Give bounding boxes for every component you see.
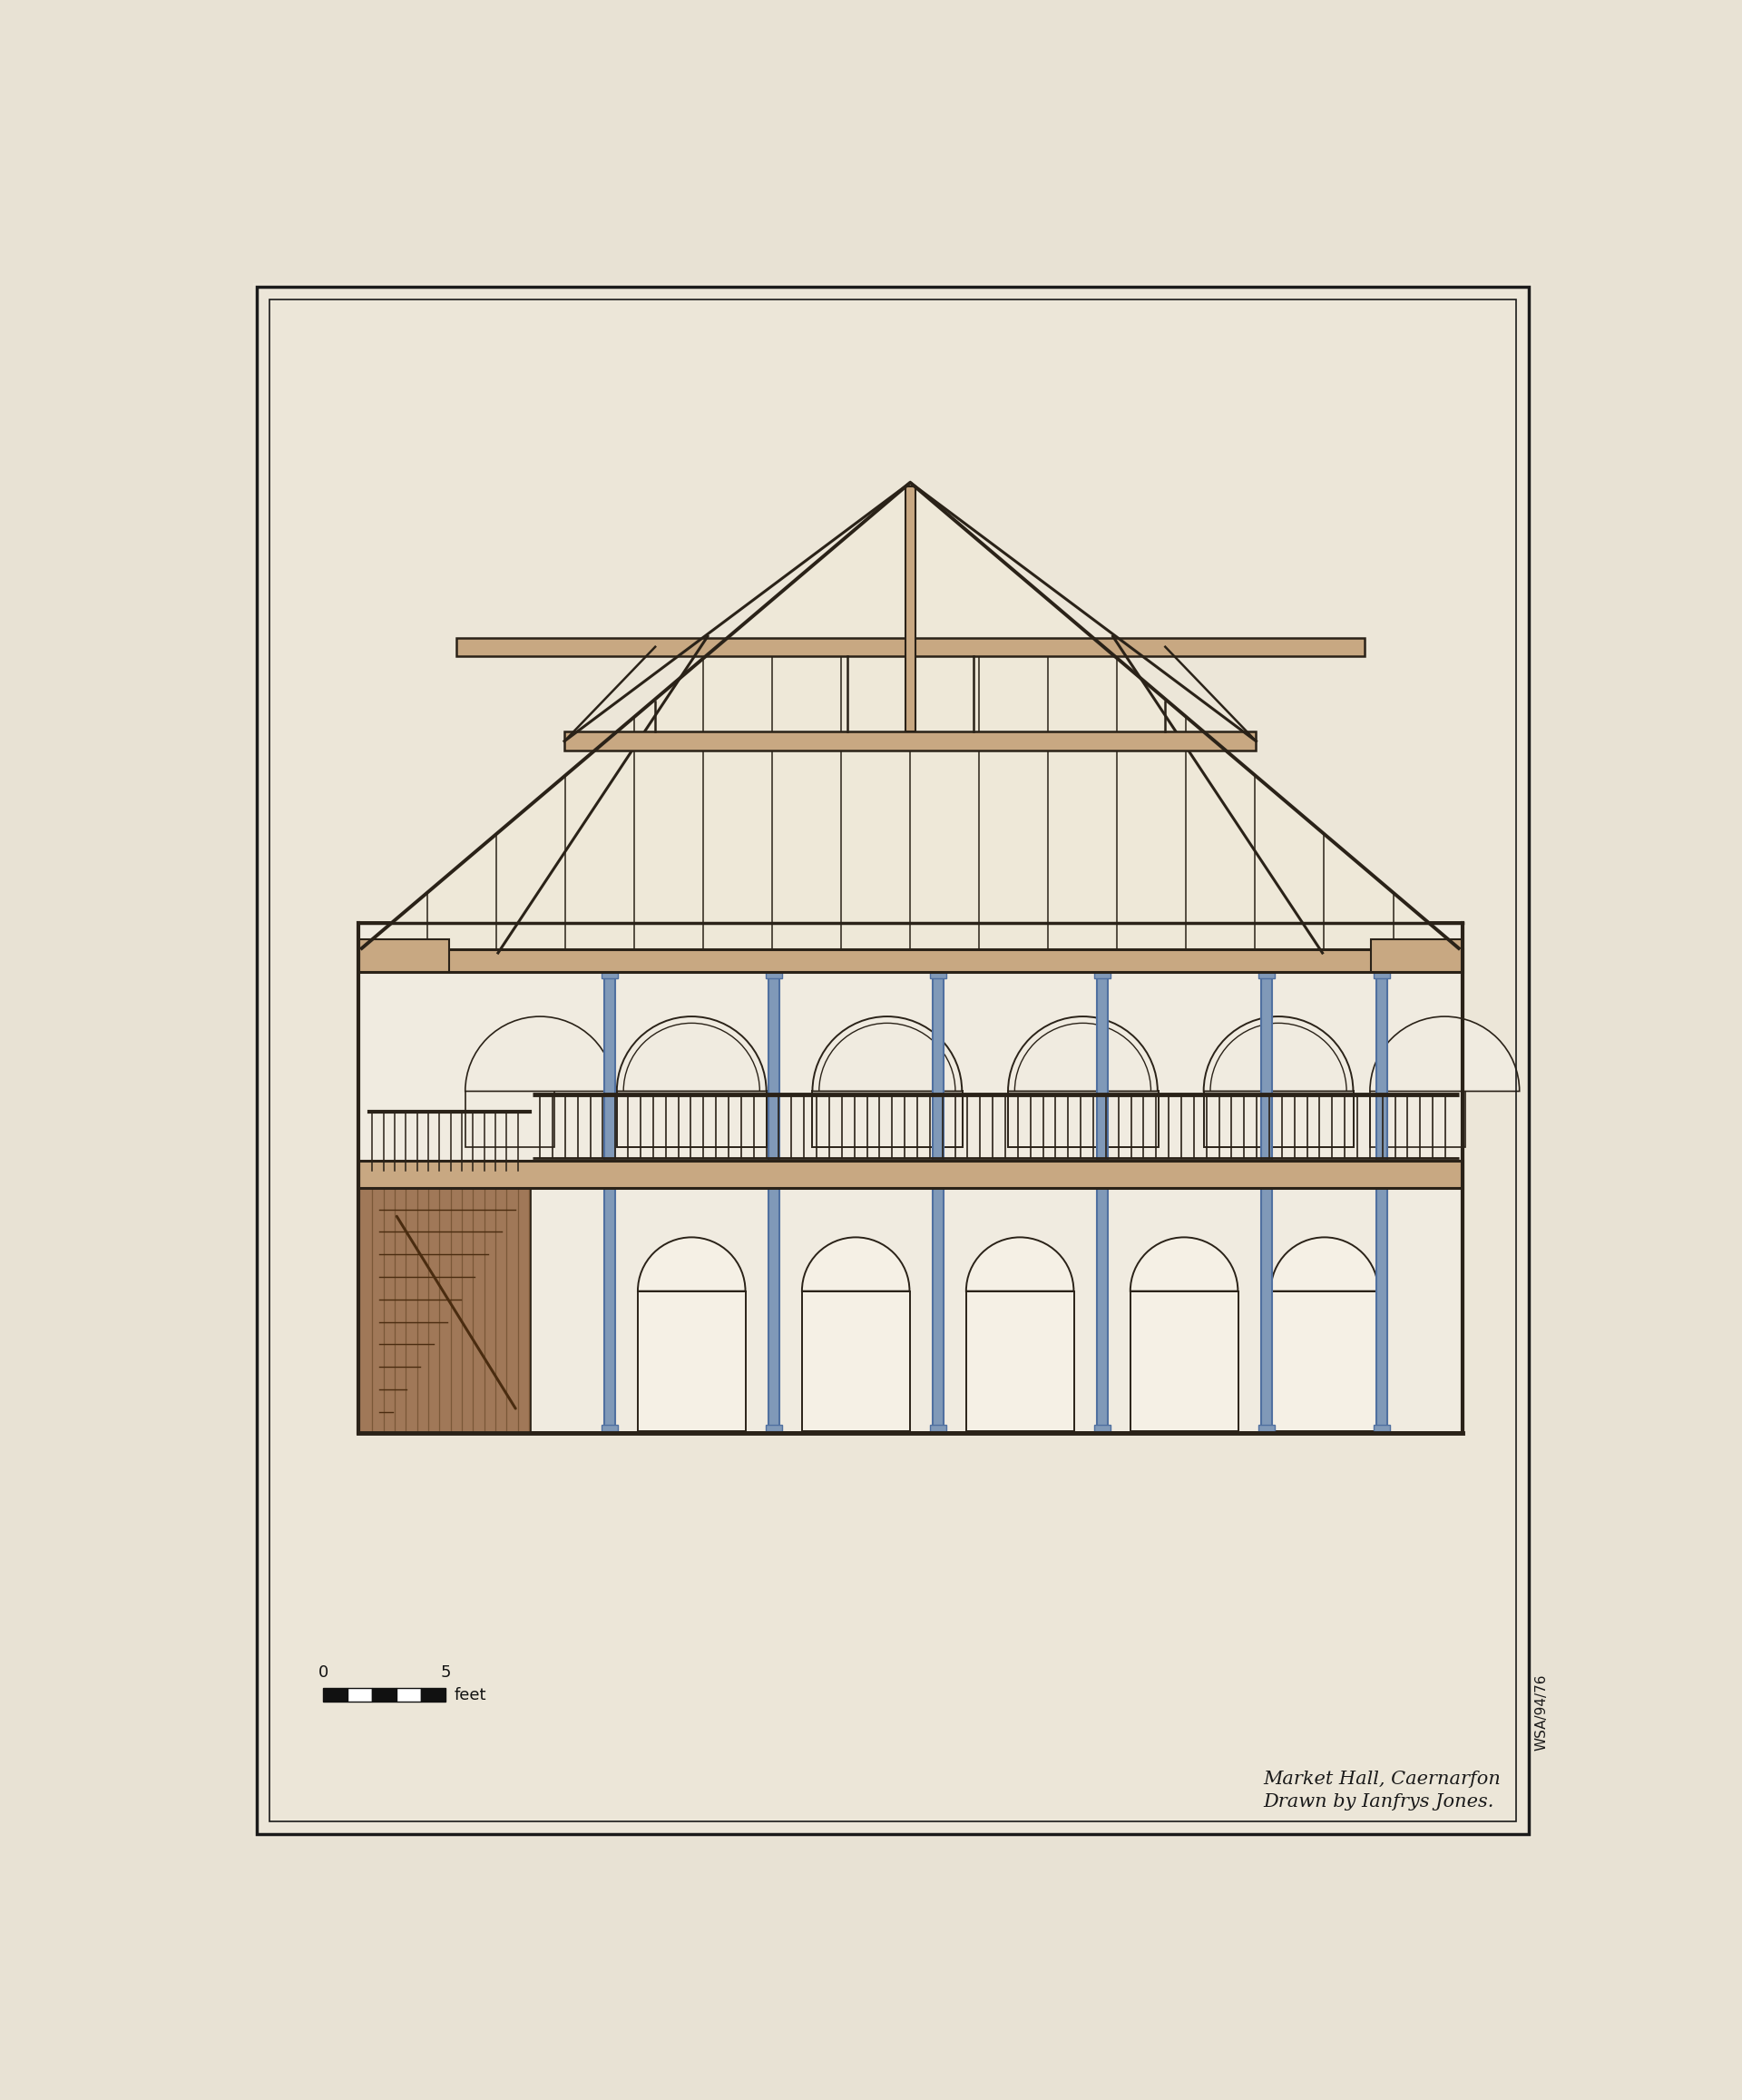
Bar	[1131, 1291, 1239, 1430]
Bar	[932, 1174, 944, 1432]
Bar	[456, 638, 1364, 655]
Text: WSA/94/76: WSA/94/76	[1535, 1674, 1549, 1751]
Bar	[930, 1174, 946, 1182]
Bar	[766, 1424, 782, 1432]
Bar	[397, 1688, 422, 1701]
Bar	[465, 1092, 554, 1147]
Bar	[1258, 970, 1275, 979]
Text: feet: feet	[455, 1686, 486, 1703]
Wedge shape	[801, 1237, 909, 1291]
Bar	[373, 1688, 397, 1701]
Bar	[801, 1291, 911, 1430]
Bar	[601, 1424, 618, 1432]
Text: Market Hall, Caernarfon: Market Hall, Caernarfon	[1263, 1770, 1500, 1787]
Bar	[812, 1092, 963, 1147]
Bar	[359, 1161, 1462, 1189]
Bar	[1258, 1174, 1275, 1182]
Wedge shape	[967, 1237, 1073, 1291]
Bar	[1369, 1092, 1465, 1147]
Bar	[1204, 1092, 1354, 1147]
Bar	[604, 972, 615, 1161]
Bar	[359, 1174, 530, 1432]
Bar	[1094, 1174, 1111, 1182]
Wedge shape	[638, 1237, 746, 1291]
Bar	[1371, 939, 1462, 972]
Bar	[601, 1174, 618, 1182]
Bar	[359, 949, 1462, 972]
Bar	[324, 1688, 348, 1701]
Text: 0: 0	[319, 1665, 329, 1680]
Bar	[1373, 970, 1390, 979]
Bar	[766, 970, 782, 979]
Wedge shape	[1009, 1016, 1157, 1092]
Bar	[1009, 1092, 1158, 1147]
Bar	[930, 1424, 946, 1432]
Bar	[1376, 1174, 1387, 1432]
Text: Drawn by Ianfrys Jones.: Drawn by Ianfrys Jones.	[1263, 1793, 1495, 1810]
Bar	[1373, 1174, 1390, 1182]
Bar	[768, 1174, 780, 1432]
Bar	[1270, 1291, 1380, 1430]
Wedge shape	[465, 1016, 615, 1092]
Bar	[1097, 1174, 1108, 1432]
Bar	[604, 1174, 615, 1432]
Bar	[564, 731, 1256, 752]
Bar	[422, 1688, 446, 1701]
Wedge shape	[1204, 1016, 1354, 1092]
Wedge shape	[812, 1016, 962, 1092]
Bar	[967, 1291, 1075, 1430]
Bar	[906, 485, 915, 731]
Bar	[638, 1291, 746, 1430]
Wedge shape	[1369, 1016, 1519, 1092]
Bar	[1261, 1174, 1272, 1432]
Wedge shape	[1270, 1237, 1378, 1291]
Bar	[1376, 972, 1387, 1161]
Bar	[1258, 1424, 1275, 1432]
Wedge shape	[1131, 1237, 1239, 1291]
Bar	[1094, 970, 1111, 979]
Wedge shape	[617, 1016, 766, 1092]
Bar	[617, 1092, 766, 1147]
Text: 5: 5	[441, 1665, 451, 1680]
Bar	[1373, 1424, 1390, 1432]
Bar	[930, 970, 946, 979]
Bar	[768, 972, 780, 1161]
Bar	[359, 922, 1462, 1432]
Polygon shape	[359, 483, 1462, 949]
Bar	[1094, 1424, 1111, 1432]
Bar	[601, 970, 618, 979]
Bar	[348, 1688, 373, 1701]
Bar	[1261, 972, 1272, 1161]
Bar	[932, 972, 944, 1161]
Bar	[766, 1174, 782, 1182]
Bar	[359, 939, 449, 972]
Bar	[1097, 972, 1108, 1161]
